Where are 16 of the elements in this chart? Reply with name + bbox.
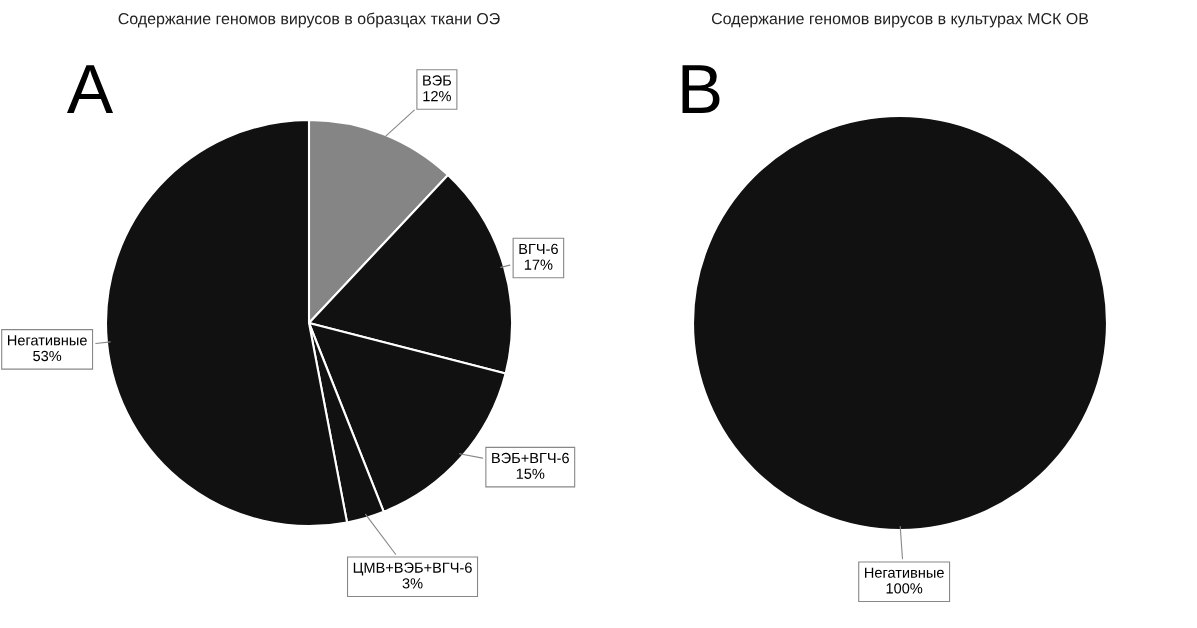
slice-label: ЦМВ+ВЭБ+ВГЧ-6 bbox=[353, 562, 472, 576]
chart-title: Содержание геномов вирусов в культурах МСК ОВ bbox=[711, 12, 1089, 28]
data-label: 53% bbox=[33, 350, 62, 362]
data-label: 17% bbox=[524, 259, 553, 270]
data-label: 100% bbox=[886, 583, 923, 594]
data-label: 12% bbox=[423, 90, 451, 102]
slice-label: ВГЧ-6 bbox=[519, 243, 558, 255]
slice-label: Негативные bbox=[8, 335, 87, 346]
chart-title: Содержание геномов вирусов в образцах ткани ОЭ bbox=[118, 12, 500, 28]
text: B bbox=[682, 65, 720, 113]
slice-label: ВЭБ+ВГЧ-6 bbox=[492, 452, 569, 464]
data-label: 15% bbox=[516, 468, 545, 479]
data-label: 3% bbox=[402, 578, 423, 589]
slice-label: ВЭБ bbox=[423, 75, 452, 86]
slice-label: Негативные bbox=[865, 567, 944, 578]
text: A bbox=[66, 65, 114, 113]
